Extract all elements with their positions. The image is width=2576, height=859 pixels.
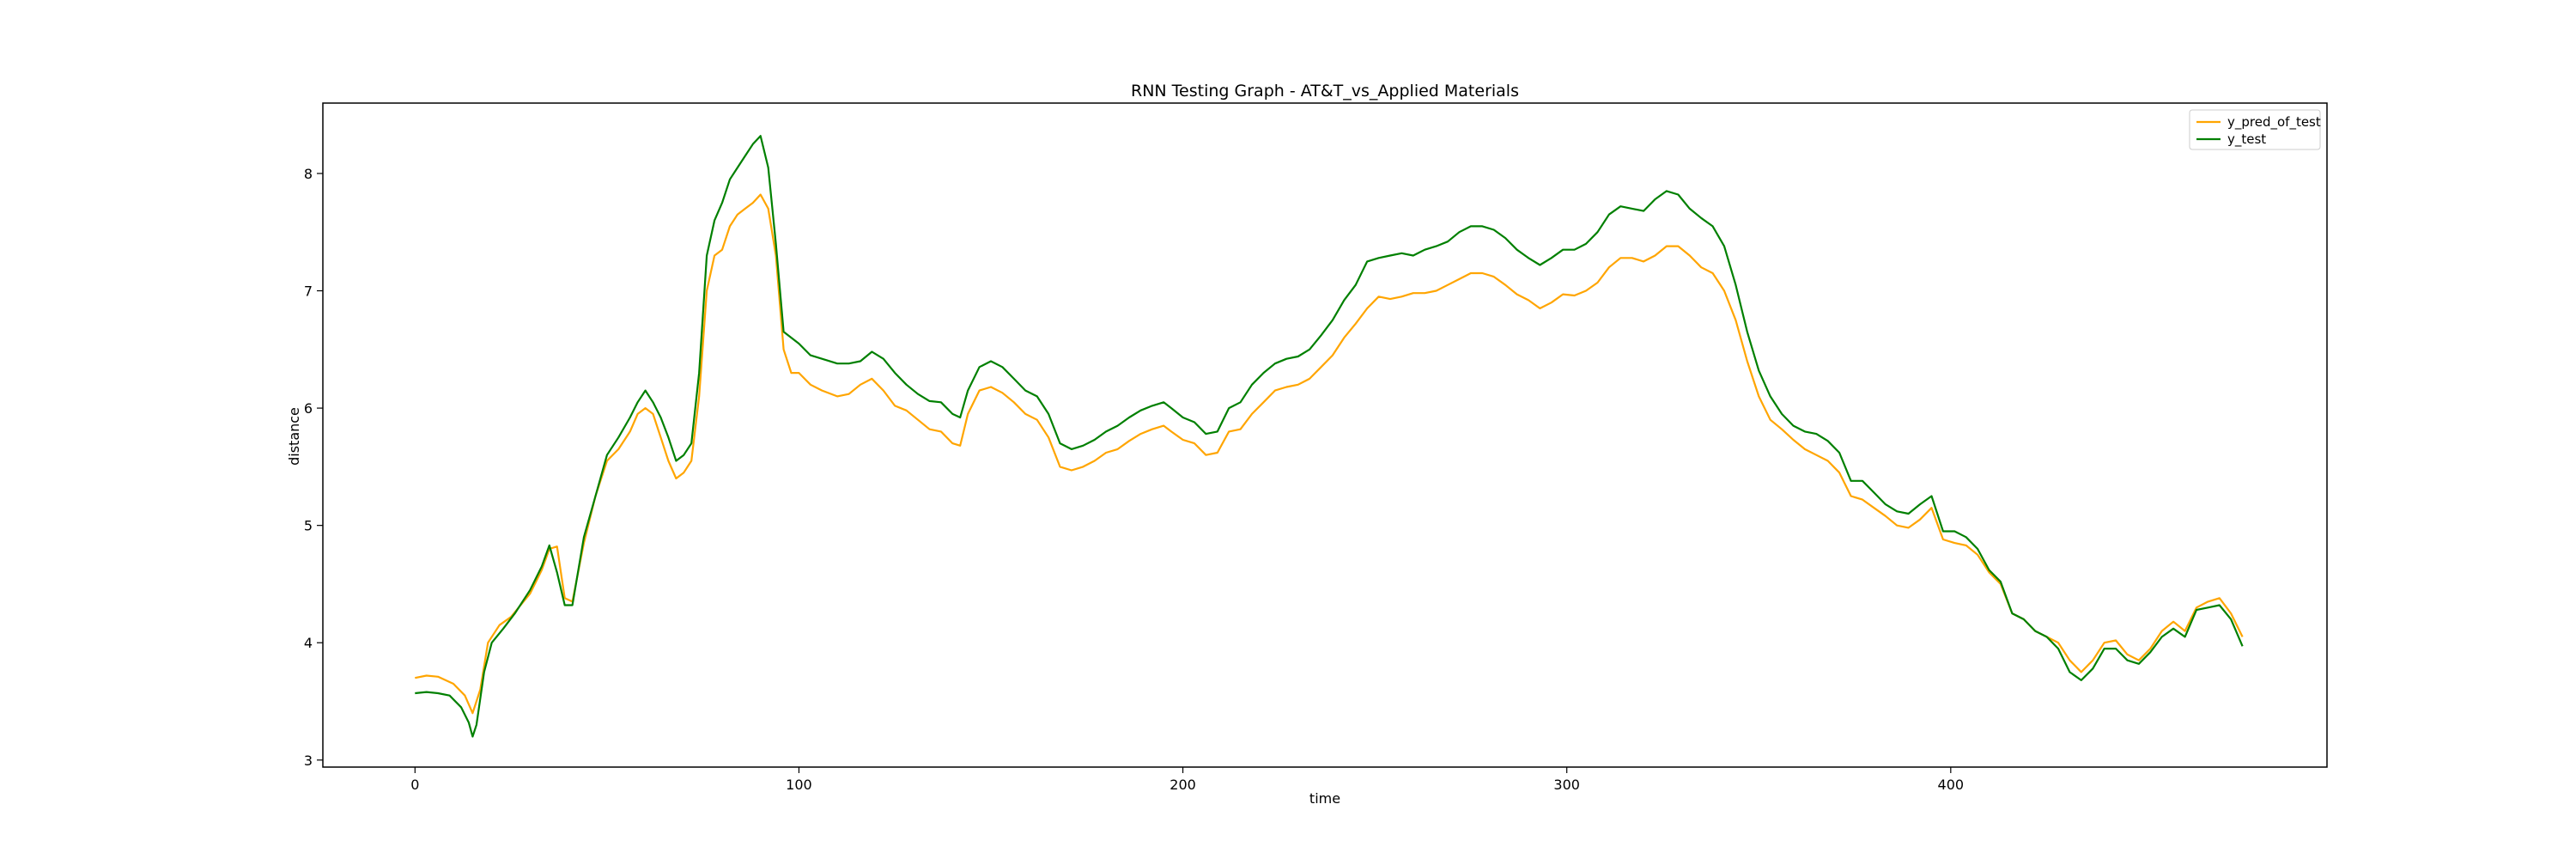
x-tick-label: 200 xyxy=(1170,777,1196,793)
x-axis-label: time xyxy=(1309,790,1340,807)
y-tick-label: 4 xyxy=(304,635,313,651)
series-line-y_test xyxy=(415,135,2244,738)
y-tick-label: 7 xyxy=(304,283,313,300)
y-axis-label: distance xyxy=(286,407,302,466)
x-tick-label: 0 xyxy=(410,777,419,793)
legend-label: y_pred_of_test xyxy=(2227,114,2321,131)
chart-title: RNN Testing Graph - AT&T_vs_Applied Mate… xyxy=(1131,82,1519,101)
series-group xyxy=(415,135,2244,738)
x-axis: 0 100 200 300 400 xyxy=(410,767,1964,793)
y-tick-label: 3 xyxy=(304,752,313,769)
y-tick-label: 6 xyxy=(304,400,313,417)
legend-box xyxy=(2189,109,2321,150)
x-tick-label: 400 xyxy=(1938,777,1965,793)
plot-area xyxy=(322,102,2328,768)
y-axis: 3 4 5 6 7 8 xyxy=(304,166,323,769)
plot-frame xyxy=(322,102,2328,768)
x-tick-label: 300 xyxy=(1553,777,1580,793)
legend-label: y_test xyxy=(2227,131,2266,148)
x-tick-label: 100 xyxy=(786,777,812,793)
y-tick-label: 5 xyxy=(304,518,313,534)
y-tick-label: 8 xyxy=(304,166,313,182)
series-line-y_pred_of_test xyxy=(415,193,2244,715)
